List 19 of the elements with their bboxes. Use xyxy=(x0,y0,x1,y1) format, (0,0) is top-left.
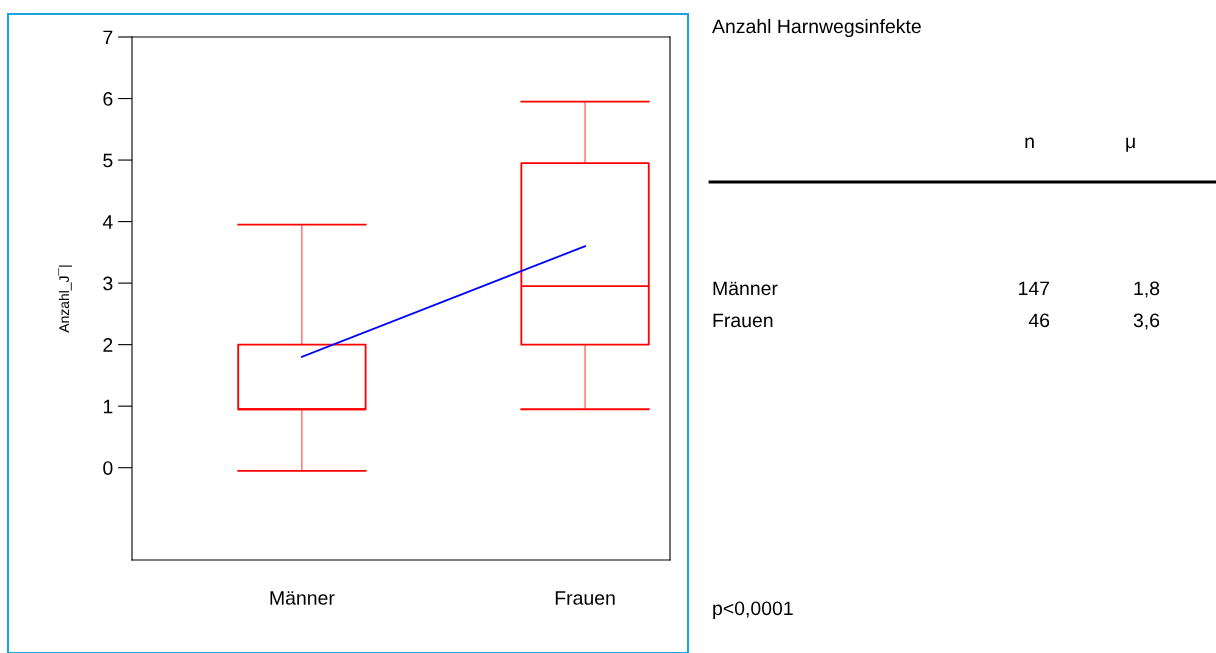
text: Anzahl Harnwegsinfekte xyxy=(712,18,921,38)
text: 46 xyxy=(1028,313,1050,328)
text: μ xyxy=(1126,137,1135,152)
text: Männer xyxy=(713,281,778,296)
text: Frauen xyxy=(713,313,773,328)
text: 1,8 xyxy=(1134,281,1160,298)
text: p<0,0001 xyxy=(713,601,793,620)
y-tick-label: 1 xyxy=(103,399,113,414)
text: 147 xyxy=(1019,281,1050,296)
y-tick-label: 5 xyxy=(103,153,113,168)
text: n xyxy=(1025,137,1034,149)
y-tick-label: 7 xyxy=(103,30,113,45)
y-tick-label: 0 xyxy=(103,461,113,475)
text: 3,6 xyxy=(1133,313,1160,330)
y-tick-label: 2 xyxy=(103,338,113,352)
y-tick-label: 3 xyxy=(103,276,113,291)
y-tick-label: 4 xyxy=(102,215,113,229)
y-axis-title: Anzahl_J¯| xyxy=(58,265,72,333)
y-tick-label: 6 xyxy=(103,92,113,106)
